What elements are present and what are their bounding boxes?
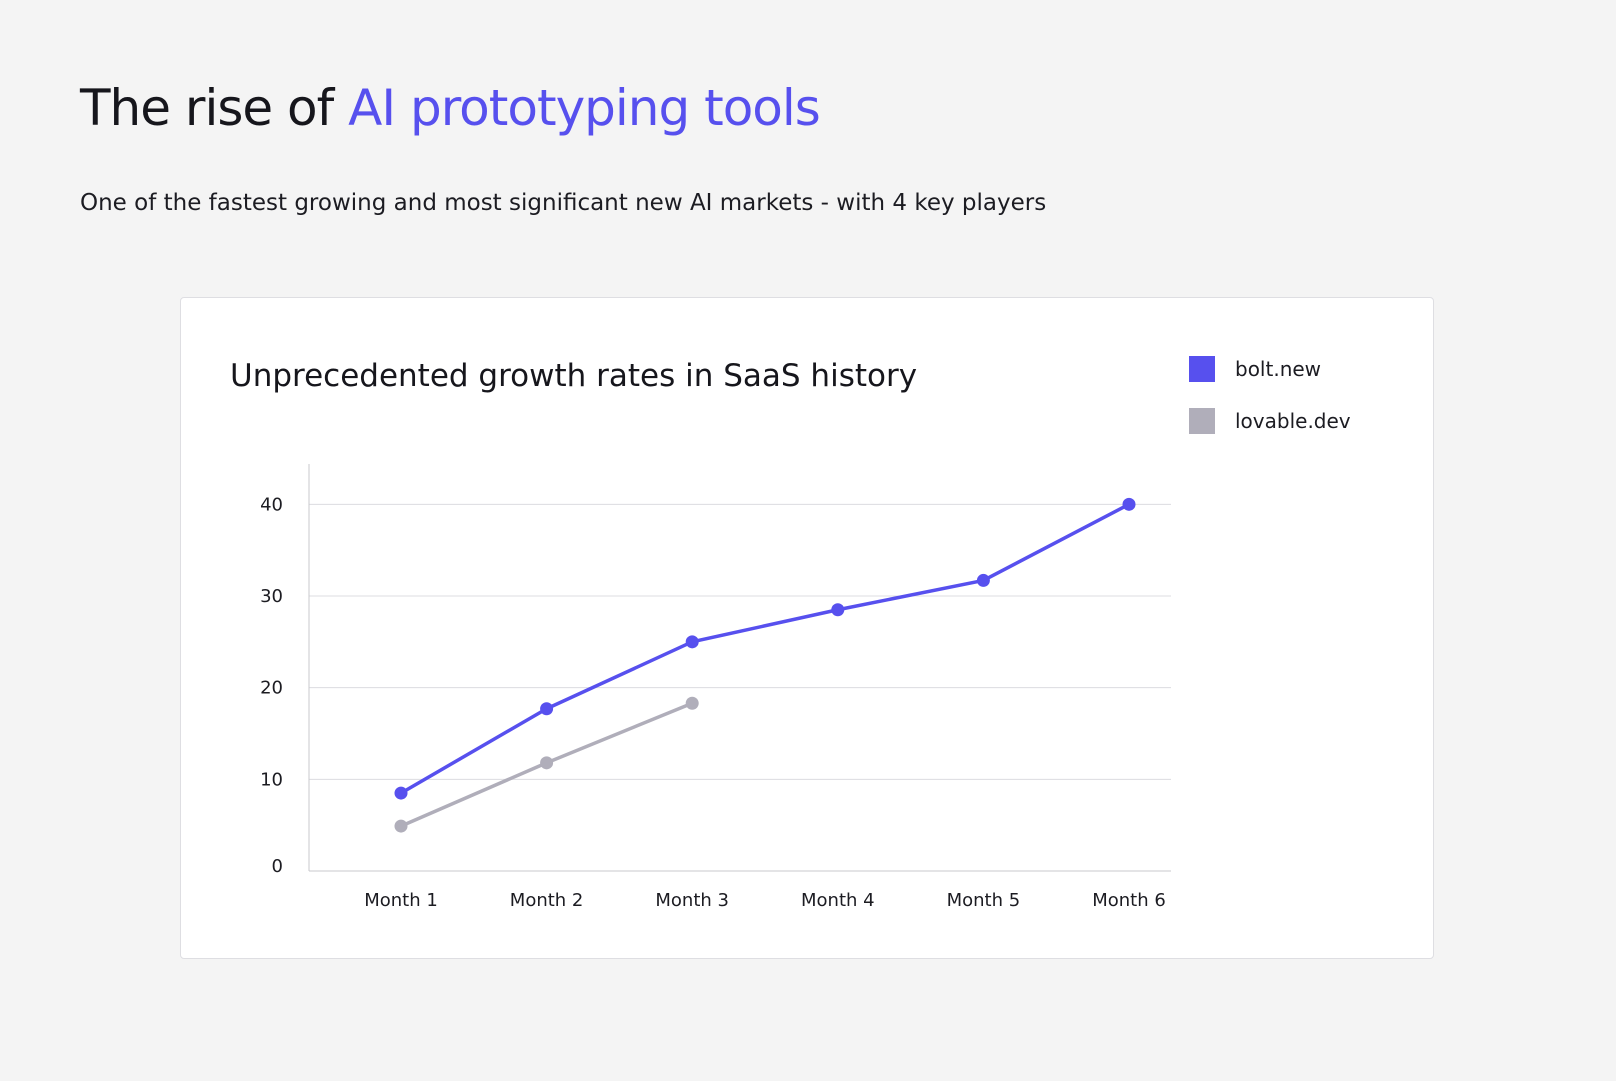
- page-subtitle: One of the fastest growing and most sign…: [80, 190, 1047, 216]
- legend-label-bolt: bolt.new: [1235, 357, 1322, 381]
- legend-swatch-lovable: [1189, 408, 1215, 434]
- x-tick-label: Month 6: [1092, 890, 1166, 911]
- chart-card: Unprecedented growth rates in SaaS histo…: [180, 297, 1434, 959]
- y-tick-label: 30: [260, 586, 283, 607]
- data-point-bolt: [831, 603, 845, 617]
- x-tick-label: Month 5: [947, 890, 1021, 911]
- page-title: The rise of AI prototyping tools: [80, 78, 821, 138]
- series-line-bolt: [399, 502, 1131, 795]
- y-tick-label: 20: [260, 678, 283, 699]
- data-point-bolt: [685, 635, 699, 649]
- data-point-lovable: [685, 696, 699, 710]
- line-chart: 0 10 20 30 40 Month 1 Month 2 Month 3 Month 4 Mon…: [260, 464, 1171, 911]
- y-tick-label: 0: [272, 856, 283, 877]
- x-tick-label: Month 4: [801, 890, 875, 911]
- data-point-bolt: [1122, 497, 1136, 511]
- page-title-accent: AI prototyping tools: [348, 79, 821, 137]
- chart-legend: bolt.new lovable.dev: [1189, 356, 1389, 460]
- y-tick-label: 40: [260, 494, 283, 515]
- legend-swatch-bolt: [1189, 356, 1215, 382]
- x-tick-label: Month 2: [510, 890, 584, 911]
- x-tick-label: Month 3: [655, 890, 729, 911]
- y-tick-label: 10: [260, 769, 283, 790]
- page-title-prefix: The rise of: [80, 79, 349, 137]
- legend-item-bolt: bolt.new: [1189, 356, 1389, 382]
- chart-title: Unprecedented growth rates in SaaS histo…: [230, 358, 918, 394]
- data-point-bolt: [976, 573, 990, 587]
- legend-label-lovable: lovable.dev: [1235, 409, 1351, 433]
- legend-item-lovable: lovable.dev: [1189, 408, 1389, 434]
- data-point-lovable: [394, 819, 408, 833]
- x-tick-label: Month 1: [364, 890, 438, 911]
- data-point-bolt: [394, 786, 408, 800]
- data-point-bolt: [540, 702, 554, 716]
- data-point-lovable: [540, 756, 554, 770]
